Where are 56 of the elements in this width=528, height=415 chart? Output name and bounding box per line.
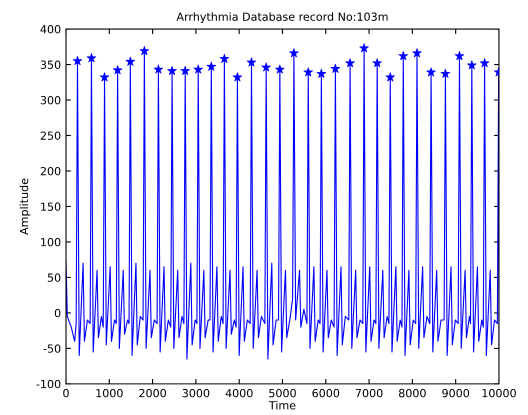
chart-title: Arrhythmia Database record No:103m	[176, 12, 388, 24]
point	[180, 66, 190, 76]
y-tick-label: 300	[40, 96, 60, 104]
point	[193, 64, 204, 74]
y-tick-label: 0	[54, 308, 60, 318]
point	[372, 58, 382, 68]
point	[261, 62, 271, 72]
y-tick-label: -50	[44, 344, 60, 353]
x-tick-label: 10000	[482, 388, 516, 398]
x-tick-label: 2000	[139, 388, 166, 398]
point	[440, 68, 450, 78]
point	[140, 46, 150, 56]
point	[480, 58, 490, 68]
point	[72, 56, 82, 66]
x-tick-label: 5000	[269, 388, 296, 398]
y-tick-label: -100	[36, 380, 60, 388]
point	[246, 57, 256, 67]
x-tick-label: 1000	[96, 388, 123, 398]
y-tick-label: 200	[40, 166, 60, 176]
point	[167, 66, 177, 76]
x-tick-label: 3000	[182, 388, 210, 398]
y-tick-label: 150	[41, 202, 60, 211]
point	[126, 56, 136, 66]
point	[154, 64, 164, 74]
point	[112, 65, 122, 74]
x-tick-label: 8000	[398, 388, 426, 398]
x-tick-label: 0	[63, 388, 69, 398]
point	[316, 68, 326, 78]
y-tick-label: 50	[48, 273, 60, 282]
point	[345, 58, 355, 68]
y-tick-label: 100	[41, 238, 60, 246]
x-axis-title: Time	[268, 400, 296, 410]
x-tick-label: 9000	[442, 388, 470, 398]
point	[385, 72, 396, 82]
point	[454, 51, 464, 60]
point	[289, 48, 299, 58]
point	[359, 43, 369, 52]
y-tick-label: 400	[40, 25, 60, 34]
y-tick-label: 250	[40, 131, 60, 140]
x-tick-label: 7000	[356, 388, 382, 398]
point	[426, 67, 436, 76]
y-axis-title: Amplitude	[20, 178, 30, 235]
y-tick-label: 350	[40, 60, 60, 69]
point	[86, 53, 96, 62]
point	[232, 72, 242, 82]
point	[467, 60, 477, 70]
point	[275, 64, 285, 74]
x-tick-label: 6000	[312, 388, 340, 398]
point	[100, 72, 110, 82]
point	[412, 48, 422, 58]
point	[398, 51, 408, 60]
point	[220, 54, 230, 63]
x-tick-label: 4000	[226, 388, 253, 398]
point	[303, 67, 314, 76]
point	[330, 64, 340, 73]
point	[206, 62, 216, 71]
